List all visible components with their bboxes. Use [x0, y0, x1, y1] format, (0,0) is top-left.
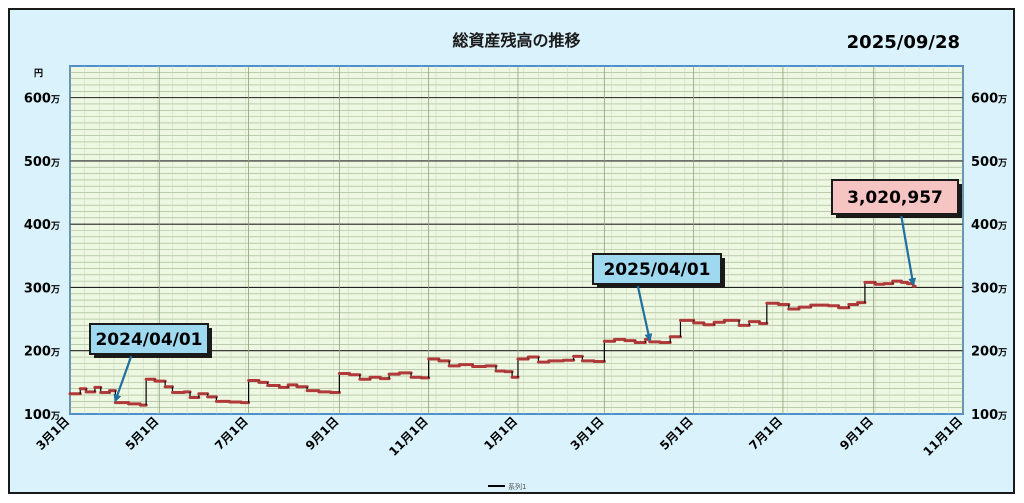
x-tick-label: 11月1日: [921, 414, 966, 459]
y-tick-label-right: 600万: [971, 92, 1007, 107]
chart-title: 総資産残高の推移: [452, 31, 580, 50]
y-tick-label-left: 200万: [24, 345, 60, 360]
y-tick-label-left: 400万: [24, 218, 60, 233]
y-tick-label-right: 400万: [971, 218, 1007, 233]
legend-label: 系列1: [508, 482, 526, 491]
x-tick-label: 5月1日: [123, 414, 162, 453]
chart-canvas: 総資産残高の推移 2025/09/28 円 100万 100万 200万 200万 300万 3…: [24, 31, 1007, 491]
callout-box: [89, 323, 209, 355]
y-tick-label-left: 300万: [24, 281, 60, 296]
y-tick-label-left: 500万: [24, 155, 60, 170]
callout-arrow: [636, 285, 653, 342]
callout-arrow: [113, 355, 133, 403]
y-tick-label-left: 100万: [24, 408, 60, 423]
y-tick-label-right: 300万: [971, 281, 1007, 296]
x-tick-label: 1月1日: [481, 414, 520, 453]
plot-area: [69, 65, 964, 415]
x-tick-label: 7月1日: [746, 414, 785, 453]
callout-text: 2025/04/01: [603, 260, 710, 280]
callout-box: [592, 253, 722, 285]
callout-text: 2024/04/01: [95, 330, 202, 350]
chart-frame: 総資産残高の推移 2025/09/28 円 100万 100万 200万 200万 300万 3…: [8, 8, 1015, 494]
x-tick-label: 7月1日: [212, 414, 251, 453]
x-tick-label: 9月1日: [837, 414, 876, 453]
callout-text: 3,020,957: [847, 188, 943, 208]
x-tick-label: 11月1日: [386, 414, 431, 459]
x-tick-label: 5月1日: [657, 414, 696, 453]
chart-date: 2025/09/28: [847, 32, 960, 53]
y-tick-label-left: 600万: [24, 92, 60, 107]
y-unit-label: 円: [34, 68, 43, 79]
callout-box: [831, 179, 959, 215]
x-tick-label: 9月1日: [303, 414, 342, 453]
y-tick-label-right: 200万: [971, 345, 1007, 360]
y-tick-label-right: 100万: [971, 408, 1007, 423]
x-tick-label: 3月1日: [568, 414, 607, 453]
callout-arrow: [900, 215, 917, 287]
y-tick-label-right: 500万: [971, 155, 1007, 170]
